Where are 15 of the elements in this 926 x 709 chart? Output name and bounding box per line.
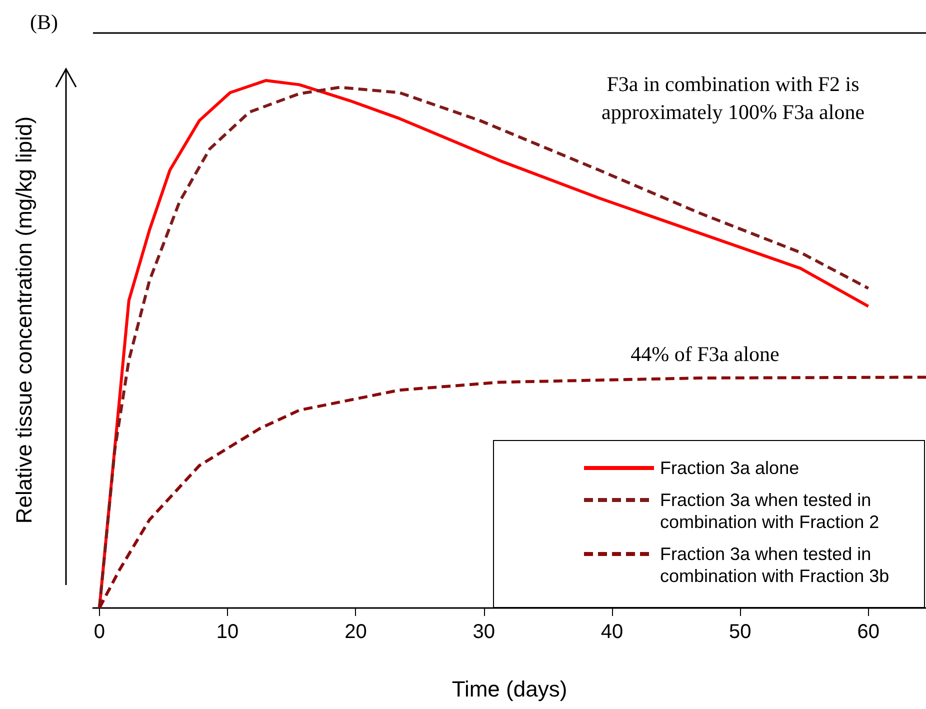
- x-tick-label: 50: [729, 621, 752, 643]
- legend-label: Fraction 3a when tested in combination with Fraction 2: [660, 489, 880, 533]
- annotation: 44% of F3a alone: [630, 342, 780, 366]
- x-tick-label: 20: [344, 621, 367, 643]
- x-axis-title: Time (days): [452, 676, 568, 702]
- annotation: F3a in combination with F2 is approximately 100% F3a alone: [601, 72, 865, 124]
- x-tick-label: 60: [857, 621, 880, 643]
- x-tick-label: 10: [216, 621, 239, 643]
- legend-label: Fraction 3a when tested in combination with Fraction 3b: [660, 543, 890, 587]
- x-tick-label: 30: [472, 621, 495, 643]
- y-axis-title: Relative tissue concentration (mg/kg lipid): [12, 116, 36, 524]
- legend-label: Fraction 3a alone: [660, 457, 800, 479]
- x-tick-label: 40: [600, 621, 624, 643]
- text: (B): [30, 10, 58, 34]
- x-tick-label: 0: [94, 621, 105, 643]
